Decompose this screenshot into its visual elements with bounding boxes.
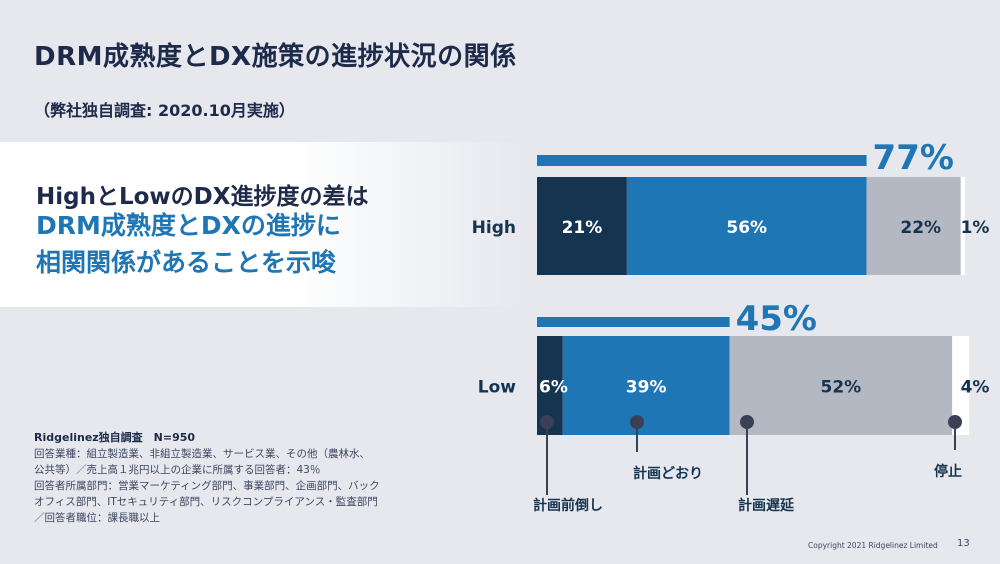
bar-segment <box>952 336 970 435</box>
data-label: 39% <box>626 378 667 398</box>
legend-dot <box>740 415 754 429</box>
legend-label: 停止 <box>934 463 962 480</box>
legend-dot <box>948 415 962 429</box>
highlight-line-3: 相関関係があることを示唆 <box>36 248 337 277</box>
legend-dot <box>630 415 644 429</box>
page-subtitle: （弊社独自調査: 2020.10月実施） <box>34 101 295 120</box>
highlight-panel <box>0 142 525 307</box>
highlight-line-2: DRM成熟度とDXの進捗に <box>36 211 341 240</box>
total-bar-high <box>537 155 867 166</box>
footnote-line: オフィス部門、ITセキュリティ部門、リスクコンプライアンス・監査部門 <box>34 496 378 508</box>
bar-segment <box>729 336 953 435</box>
bar-segment <box>537 177 627 275</box>
data-label: 6% <box>539 378 568 398</box>
data-label: 1% <box>961 218 990 238</box>
total-label-high: 77% <box>873 138 954 178</box>
highlight-line-1: HighとLowのDX進捗度の差は <box>36 184 369 210</box>
page-title: DRM成熟度とDX施策の進捗状況の関係 <box>34 42 517 72</box>
legend-label: 計画どおり <box>633 465 703 482</box>
bar-segment <box>866 177 961 275</box>
total-label-low: 45% <box>736 299 817 339</box>
data-label: 22% <box>900 218 941 238</box>
data-label: 52% <box>821 378 862 398</box>
page-number: 13 <box>957 538 970 549</box>
category-label-high: High <box>472 218 516 238</box>
legend-dot <box>540 415 554 429</box>
bar-segment <box>562 336 730 435</box>
legend-label: 計画遅延 <box>738 497 795 514</box>
bar-segment <box>626 177 867 275</box>
data-label: 4% <box>961 378 990 398</box>
copyright-text: Copyright 2021 Ridgelinez Limited <box>808 541 938 550</box>
footnote-line: ／回答者職位：課長職以上 <box>34 512 160 524</box>
total-bar-low <box>537 317 730 327</box>
footnote-line: 回答者所属部門：営業マーケティング部門、事業部門、企画部門、バック <box>34 480 380 492</box>
data-label: 56% <box>726 218 767 238</box>
footnote-line: 回答業種：組立製造業、非組立製造業、サービス業、その他（農林水、 <box>34 448 370 460</box>
bar-segment <box>960 177 965 275</box>
footnote-line: 公共等）／売上高１兆円以上の企業に所属する回答者：43％ <box>34 464 321 476</box>
legend-label: 計画前倒し <box>533 497 603 514</box>
category-label-low: Low <box>478 378 517 398</box>
footnote-heading: Ridgelinez独自調査 N=950 <box>34 431 196 444</box>
data-label: 21% <box>562 218 603 238</box>
survey-footnote: Ridgelinez独自調査 N=950 回答業種：組立製造業、非組立製造業、サ… <box>34 430 474 526</box>
